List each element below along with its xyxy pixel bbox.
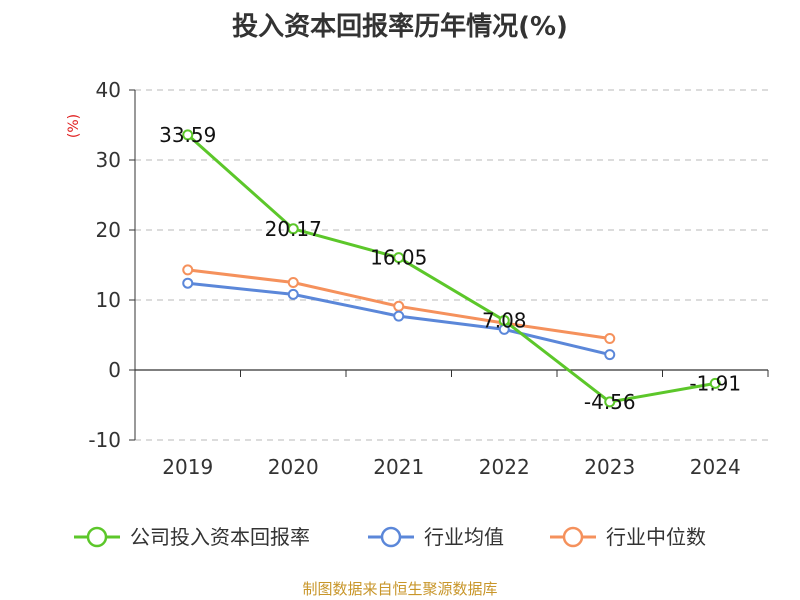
data-point <box>182 277 194 289</box>
y-tick-label: 30 <box>96 148 121 172</box>
x-tick-label: 2022 <box>479 455 530 479</box>
y-tick-label: 10 <box>96 288 121 312</box>
data-label: 7.08 <box>482 308 527 332</box>
legend-label: 公司投入资本回报率 <box>130 525 310 549</box>
series-lines <box>182 129 721 408</box>
legend-label: 行业均值 <box>424 525 504 549</box>
data-label: -4.56 <box>584 390 636 414</box>
x-tick-label: 2020 <box>268 455 319 479</box>
data-point <box>182 129 194 141</box>
data-point <box>182 264 194 276</box>
data-label: 33.59 <box>159 123 216 147</box>
grid-lines <box>135 89 768 441</box>
data-point <box>604 333 616 344</box>
x-tick-label: 2019 <box>162 455 213 479</box>
y-tick-label: -10 <box>88 428 121 452</box>
data-point <box>393 310 405 322</box>
x-tick-label: 2024 <box>690 455 741 479</box>
data-label: -1.91 <box>689 371 741 395</box>
data-point <box>287 288 299 300</box>
legend-marker <box>86 526 108 548</box>
series-line <box>186 133 716 404</box>
chart-title: 投入资本回报率历年情况(%) <box>232 12 568 42</box>
y-tick-label: 20 <box>96 218 121 242</box>
legend-marker <box>380 526 402 548</box>
data-labels: 33.59 20.17 16.05 7.08 -4.56 -1.91 <box>159 123 741 414</box>
data-label: 20.17 <box>265 217 322 241</box>
data-label: 16.05 <box>370 246 427 270</box>
y-tick-label: 0 <box>108 358 121 382</box>
data-point <box>287 223 299 235</box>
data-point <box>393 252 405 264</box>
legend: 公司投入资本回报率 行业均值 行业中位数 <box>74 525 706 549</box>
data-point <box>709 377 721 389</box>
axes: -10 0 10 20 30 40 2019 2020 2021 2022 2023 2024 (%) <box>66 78 769 479</box>
data-point <box>604 349 616 361</box>
data-point <box>287 277 299 288</box>
y-axis-label: (%) <box>66 114 82 138</box>
data-point <box>498 314 510 326</box>
source-footer: 制图数据来自恒生聚源数据库 <box>302 580 498 598</box>
x-tick-label: 2021 <box>373 455 424 479</box>
legend-label: 行业中位数 <box>606 525 706 549</box>
y-tick-label: 40 <box>96 78 121 102</box>
data-point <box>604 396 616 408</box>
x-tick-label: 2023 <box>584 455 635 479</box>
legend-marker <box>562 526 584 548</box>
data-point <box>393 300 405 312</box>
